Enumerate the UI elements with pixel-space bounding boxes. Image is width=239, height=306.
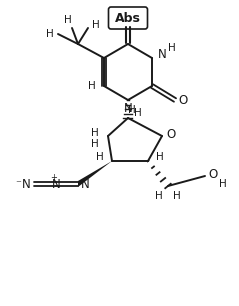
Text: H: H	[128, 105, 136, 115]
Text: Abs: Abs	[115, 12, 141, 24]
Text: H: H	[219, 179, 227, 189]
Text: H: H	[88, 81, 96, 91]
Text: N: N	[124, 102, 132, 114]
Text: N: N	[52, 177, 60, 191]
Text: H: H	[96, 152, 104, 162]
Text: N: N	[158, 47, 166, 61]
Text: +: +	[51, 173, 57, 181]
Text: O: O	[178, 94, 188, 106]
Text: H: H	[46, 29, 54, 39]
Text: H: H	[64, 15, 72, 25]
Text: H: H	[92, 20, 100, 30]
Text: H: H	[91, 139, 99, 149]
Text: N: N	[22, 177, 30, 191]
Text: ⁻: ⁻	[15, 179, 21, 189]
Text: H: H	[155, 191, 163, 201]
FancyBboxPatch shape	[109, 7, 147, 29]
Text: H: H	[173, 191, 181, 201]
Text: H: H	[134, 108, 142, 118]
Polygon shape	[78, 161, 112, 187]
Text: O: O	[208, 167, 218, 181]
Text: H: H	[168, 43, 176, 53]
Text: H: H	[91, 128, 99, 138]
Text: H: H	[156, 152, 164, 162]
Text: N: N	[81, 177, 89, 191]
Text: O: O	[166, 128, 176, 140]
